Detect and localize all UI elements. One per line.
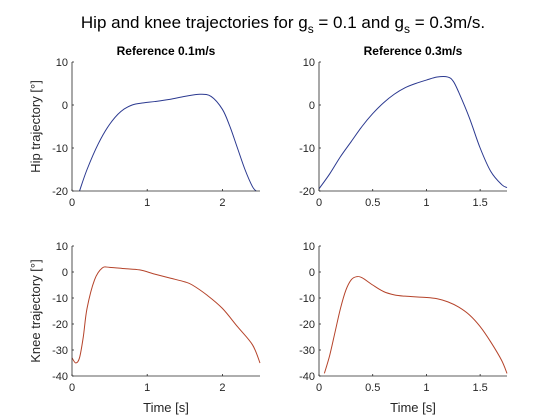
x-axis-label: Time [s] [390,400,436,415]
x-tick-label: 0.5 [365,197,380,209]
y-tick-label: -10 [299,143,315,155]
subplot-title: Reference 0.3m/s [364,44,463,58]
y-tick-label: 10 [56,241,68,253]
x-tick-label: 1.5 [472,197,487,209]
y-tick-label: 10 [303,241,315,253]
y-tick-label: -20 [299,186,315,198]
y-tick-label: 10 [303,57,315,69]
subplot-title: Reference 0.1m/s [117,44,216,58]
subplot-knee-0-1: 0 1 2 -40 -30 -20 -10 0 10 Time [s] Knee trajector… [28,241,261,415]
y-tick-label: -20 [52,319,68,331]
y-tick-label: -10 [299,293,315,305]
series-line [318,76,508,190]
y-tick-label: -10 [52,293,68,305]
y-tick-label: -40 [299,371,315,383]
x-tick-label: 2 [219,197,225,209]
y-tick-label: -30 [299,345,315,357]
x-tick-label: 1 [144,197,150,209]
y-tick-label: -30 [52,345,68,357]
x-tick-label: 0.5 [365,382,380,394]
y-tick-label: -20 [52,186,68,198]
y-tick-label: 10 [56,57,68,69]
subplot-hip-0-3: 0 0.5 1 1.5 -20 -10 0 10 Reference 0.3m/s [299,44,508,209]
y-axis-label: Hip trajectory [°] [28,80,43,173]
x-tick-label: 1 [423,197,429,209]
x-tick-label: 0 [316,197,322,209]
y-axis-label: Knee trajectory [°] [28,259,43,362]
y-tick-label: -20 [299,319,315,331]
x-tick-label: 0 [316,382,322,394]
x-tick-label: 2 [219,382,225,394]
subplot-knee-0-3: 0 0.5 1 1.5 -40 -30 -20 -10 0 10 Time [s] [299,241,508,415]
y-tick-label: 0 [309,100,315,112]
y-tick-label: 0 [62,267,68,279]
y-tick-label: -10 [52,143,68,155]
figure-title: Hip and knee trajectories for gs = 0.1 a… [81,13,485,36]
x-tick-label: 1 [423,382,429,394]
x-tick-label: 1 [144,382,150,394]
y-tick-label: 0 [309,267,315,279]
x-tick-label: 0 [69,197,75,209]
x-tick-label: 1.5 [472,382,487,394]
series-line [323,275,508,374]
x-tick-label: 0 [69,382,75,394]
subplot-hip-0-1: 0 1 2 -20 -10 0 10 Reference 0.1m/s Hip trajecto… [28,44,260,209]
y-tick-label: 0 [62,100,68,112]
y-tick-label: -40 [52,371,68,383]
series-line [71,266,261,364]
x-axis-label: Time [s] [143,400,189,415]
series-line [79,93,257,192]
